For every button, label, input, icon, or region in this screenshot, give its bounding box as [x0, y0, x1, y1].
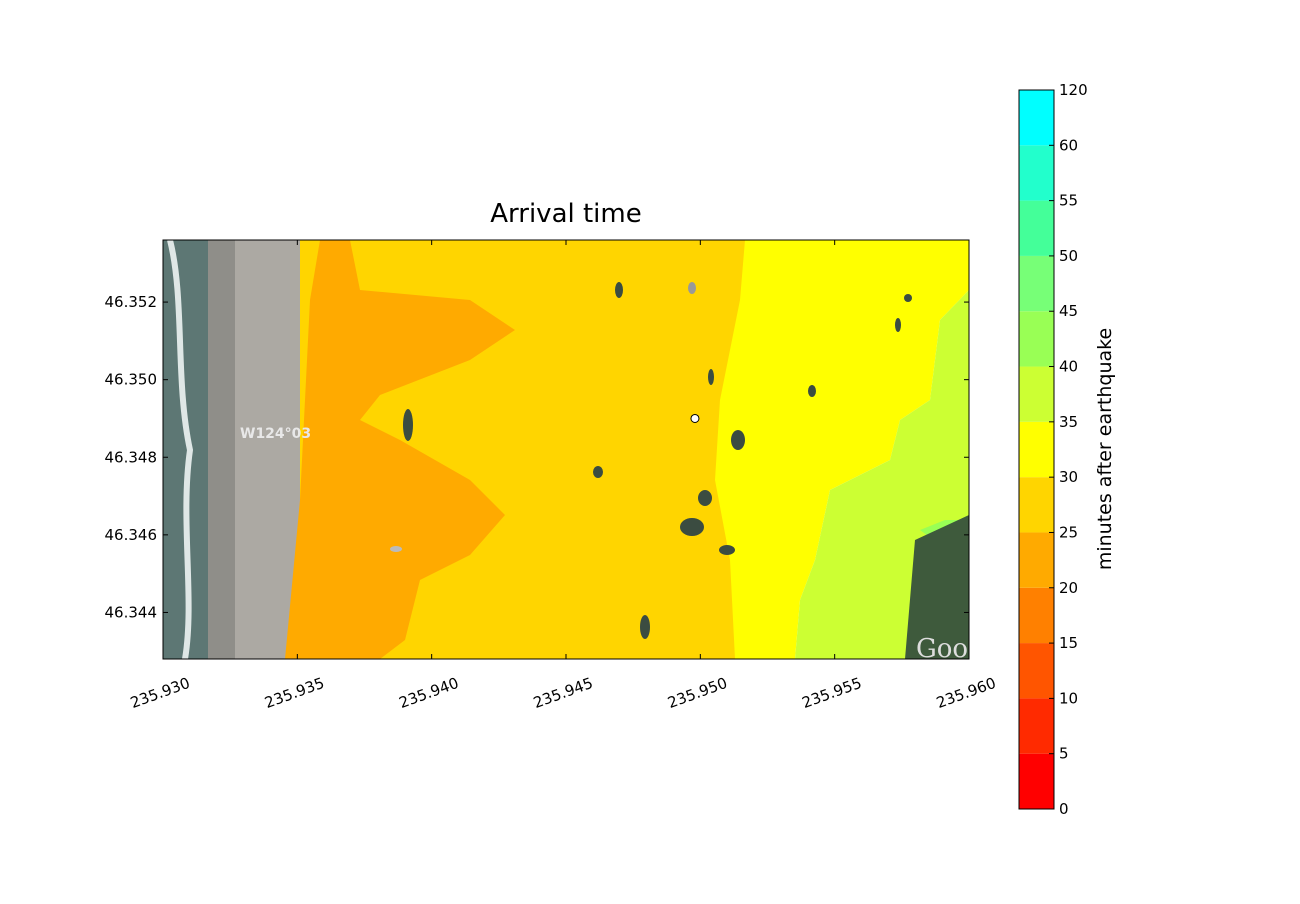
colorbar-tick-label: 40: [1059, 358, 1078, 376]
y-tick-label: 46.346: [105, 526, 158, 544]
forest: [905, 515, 969, 659]
colorbar-tick-label: 30: [1059, 468, 1078, 486]
colorbar-label: minutes after earthquake: [1094, 328, 1116, 570]
x-tick-label: 235.950: [665, 674, 729, 712]
y-tick-label: 46.350: [105, 371, 158, 389]
x-tick-label: 235.945: [531, 674, 595, 712]
colorbar-tick-label: 25: [1059, 523, 1078, 541]
x-tick-label: 235.940: [397, 674, 461, 712]
gaps: [390, 282, 912, 639]
colorbar-tick-label: 10: [1059, 689, 1078, 707]
colorbar-tick-label: 0: [1059, 800, 1069, 818]
colorbar-tick-label: 15: [1059, 634, 1078, 652]
colorbar-segment: [1019, 753, 1054, 809]
y-tick-label: 46.348: [105, 448, 158, 466]
x-tick-label: 235.955: [800, 674, 864, 712]
colorbar-tick-label: 60: [1059, 136, 1078, 154]
colorbar-segment: [1019, 311, 1054, 367]
colorbar-tick-label: 35: [1059, 413, 1078, 431]
y-tick-label: 46.352: [105, 293, 158, 311]
colorbar-tick-label: 5: [1059, 745, 1069, 763]
colorbar-segment: [1019, 90, 1054, 146]
colorbar-tick-label: 120: [1059, 81, 1088, 99]
map-label: W124°03: [240, 426, 311, 442]
colorbar-segment: [1019, 200, 1054, 256]
colorbar-segment: [1019, 421, 1054, 478]
band-region: [285, 240, 515, 659]
surf: [167, 240, 194, 659]
map: [163, 240, 969, 659]
x-tick-label: 235.960: [934, 674, 998, 712]
marker: [690, 413, 700, 423]
colorbar-segment: [1019, 698, 1054, 754]
colorbar-tick-label: 45: [1059, 302, 1078, 320]
colorbar-segment: [1019, 477, 1054, 533]
colorbar-segment: [1019, 366, 1054, 422]
colorbar-frame: [1018, 89, 1055, 810]
colorbar-tick-label: 55: [1059, 192, 1078, 210]
colorbar-segment: [1019, 587, 1054, 644]
colorbar-segment: [1019, 145, 1054, 201]
colorbar-tick-label: 50: [1059, 247, 1078, 265]
y-tick-label: 46.344: [105, 603, 158, 621]
colorbar-segment: [1019, 532, 1054, 588]
colorbar-segment: [1019, 255, 1054, 312]
band-region: [715, 240, 969, 659]
colorbar-tick-label: 20: [1059, 579, 1078, 597]
x-tick-label: 235.930: [128, 674, 192, 712]
sea: [163, 240, 208, 659]
x-tick-label: 235.935: [262, 674, 326, 712]
colorbar-segment: [1019, 643, 1054, 699]
chart-title: Arrival time: [490, 199, 641, 229]
